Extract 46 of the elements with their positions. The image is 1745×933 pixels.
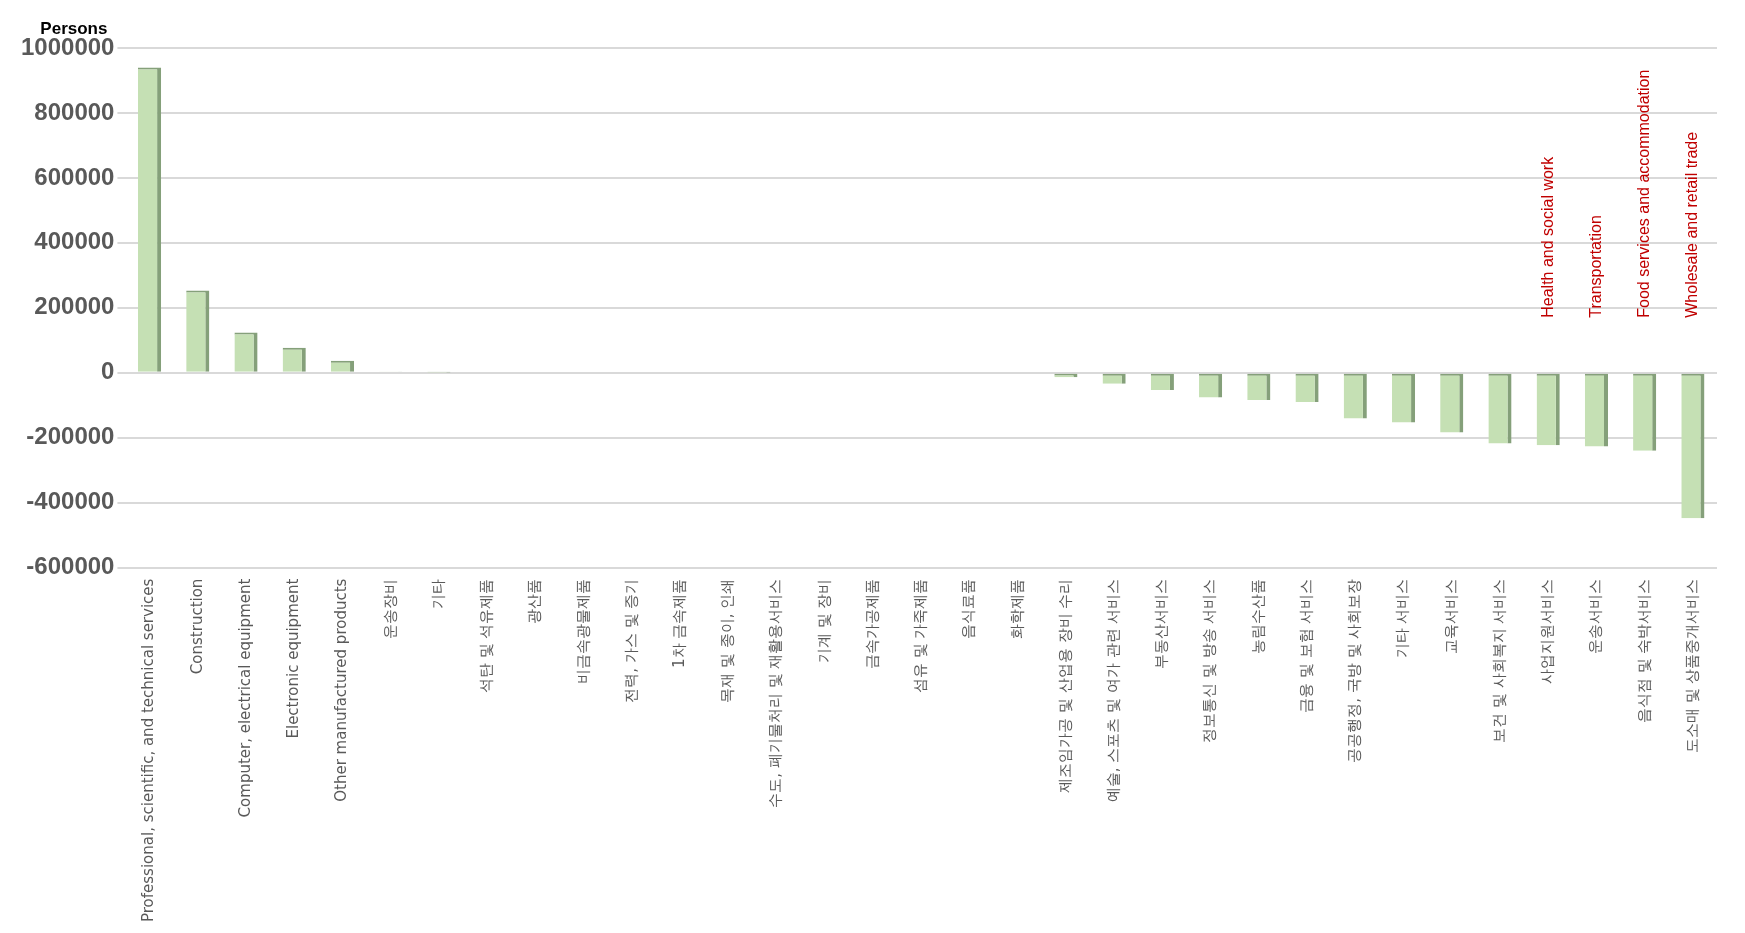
x-tick-label: 부동산서비스	[1152, 578, 1171, 669]
x-tick-label: 수도, 폐기물처리 및 재활용서비스	[766, 578, 785, 808]
y-tick-label: 800000	[34, 97, 115, 125]
x-tick-label: 음식점 및 숙박서비스	[1634, 578, 1653, 724]
x-tick-label: 교육서비스	[1441, 578, 1460, 654]
x-tick-label: 음식료품	[959, 578, 978, 639]
x-tick-label: 보건 및 사회복지 서비스	[1489, 578, 1508, 743]
y-tick-label: -600000	[26, 552, 115, 580]
y-tick-label: 200000	[34, 292, 115, 320]
x-tick-label: 섬유 및 가죽제품	[911, 578, 930, 694]
x-tick-label: 예술, 스포츠 및 여가 관련 서비스	[1104, 578, 1123, 803]
x-tick-label: 도소매 및 상품중개서비스	[1682, 578, 1701, 754]
x-tick-label: 목재 및 종이, 인쇄	[718, 578, 737, 703]
x-tick-label: 정보통신 및 방송 서비스	[1200, 578, 1219, 743]
x-tick-label: 기계 및 장비	[814, 578, 833, 664]
x-tick-label: Computer, electrical equipment	[235, 578, 254, 818]
annotation: Health and social work	[1538, 155, 1556, 318]
annotation: Wholesale and retail trade	[1683, 131, 1701, 318]
x-tick-label: 금융 및 보험 서비스	[1296, 578, 1315, 713]
x-tick-label: 농림수산품	[1248, 578, 1267, 654]
x-tick-label: 금속가공제품	[862, 578, 881, 669]
x-tick-label: 기타 서비스	[1393, 578, 1412, 659]
y-tick-label: 400000	[34, 227, 115, 255]
x-tick-label: 사업지원서비스	[1538, 578, 1557, 684]
y-axis-title: Persons	[40, 19, 108, 39]
y-tick-label: -200000	[26, 422, 115, 450]
x-tick-label: 비금속광물제품	[573, 578, 592, 684]
x-tick-label: 광산품	[525, 578, 544, 624]
y-tick-label: -400000	[26, 487, 115, 515]
y-tick-label: 600000	[34, 162, 115, 190]
x-tick-label: 운송장비	[380, 578, 399, 639]
x-tick-label: Electronic equipment	[284, 578, 303, 739]
x-tick-label: Construction	[187, 578, 206, 675]
x-tick-label: 전력, 가스 및 증기	[621, 578, 640, 703]
x-tick-label: Professional, scientific, and technical services	[139, 578, 158, 922]
x-tick-label: 운송서비스	[1586, 578, 1605, 654]
annotation: Food services and accommodation	[1635, 69, 1653, 318]
x-tick-label: 1차 금속제품	[669, 578, 688, 668]
x-tick-label: 제조임가공 및 산업용 장비 수리	[1055, 578, 1074, 793]
annotation: Transportation	[1586, 215, 1604, 318]
x-tick-label: 석탄 및 석유제품	[477, 578, 496, 694]
x-tick-label: Other manufactured products	[332, 578, 351, 802]
x-tick-label: 공공행정, 국방 및 사회보장	[1345, 578, 1364, 763]
y-tick-label: 0	[101, 357, 115, 385]
x-tick-label: 기타	[428, 578, 447, 609]
x-tick-label: 화학제품	[1007, 578, 1026, 639]
